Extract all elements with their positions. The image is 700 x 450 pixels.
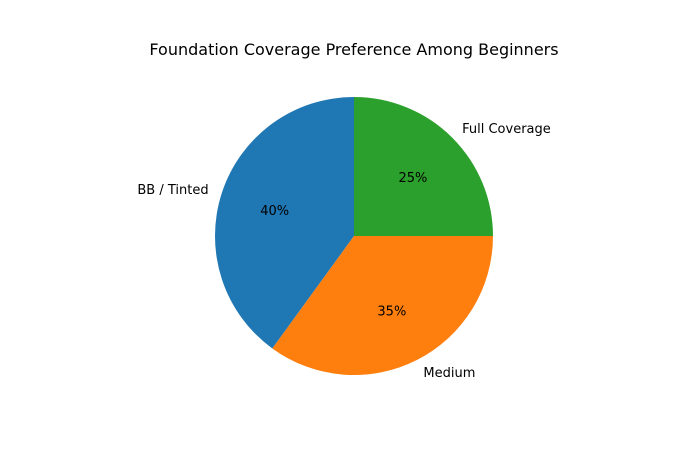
pie-slices [214,97,493,376]
slice-label: Full Coverage [462,122,551,137]
slice-percent-label: 35% [377,304,406,319]
pie-slice-bb-tinted [214,97,354,349]
slice-percent-label: 40% [260,204,289,219]
slice-label: BB / Tinted [137,183,208,198]
slice-percent-label: 25% [399,171,428,186]
slice-label: Medium [423,366,475,381]
chart-title: Foundation Coverage Preference Among Beg… [149,40,558,59]
pie-labels: BB / Tinted 40% Medium 35% Full Coverage 25% [137,122,550,381]
pie-slice-medium [272,236,493,376]
pie-slice-full-coverage [354,97,493,236]
